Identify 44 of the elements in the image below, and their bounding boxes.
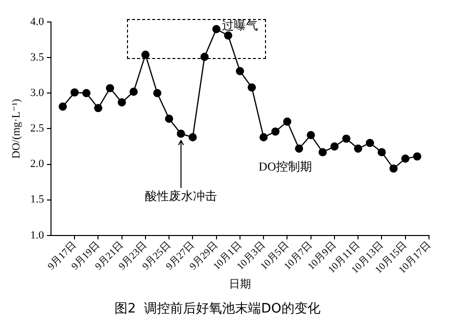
point	[58, 102, 67, 111]
point	[366, 138, 374, 148]
point	[318, 148, 327, 156]
point	[200, 52, 209, 61]
point	[342, 134, 350, 143]
point	[413, 152, 422, 161]
point	[378, 148, 386, 156]
point	[283, 118, 292, 126]
point	[188, 133, 197, 142]
point	[176, 130, 186, 138]
point	[306, 131, 315, 140]
point	[260, 133, 268, 142]
y-tick-label: 2.5	[30, 122, 44, 135]
point	[130, 88, 138, 96]
point	[94, 104, 102, 112]
y-tick-label: 4.0	[30, 16, 44, 28]
point	[271, 127, 280, 136]
annotation: 酸性废水冲击	[144, 189, 217, 204]
y-tick-label: 2.0	[30, 158, 44, 170]
y-tick-label: 3.0	[30, 87, 44, 100]
x-axis-title: 日期	[228, 278, 251, 291]
text: 图2 调控前后好氧池末端DO的变化	[114, 302, 320, 317]
point	[248, 83, 256, 92]
point	[389, 164, 398, 173]
point	[401, 154, 410, 163]
point	[70, 88, 79, 97]
point	[164, 114, 174, 123]
annotation: DO控制期	[258, 159, 312, 174]
point	[106, 84, 114, 92]
y-tick-label: 1.0	[30, 229, 44, 242]
point	[330, 142, 339, 151]
point	[82, 89, 90, 98]
point	[354, 144, 362, 153]
y-axis-title: DO/(mg·L⁻¹)	[10, 98, 22, 159]
annotation: 过曝气	[222, 18, 258, 32]
point	[118, 98, 126, 106]
y-tick-label: 1.5	[30, 194, 44, 206]
point	[153, 89, 162, 98]
y-tick-label: 3.5	[30, 51, 44, 64]
point	[141, 50, 150, 59]
point	[294, 144, 304, 153]
point	[236, 66, 244, 76]
point	[212, 25, 220, 34]
point	[224, 31, 232, 40]
